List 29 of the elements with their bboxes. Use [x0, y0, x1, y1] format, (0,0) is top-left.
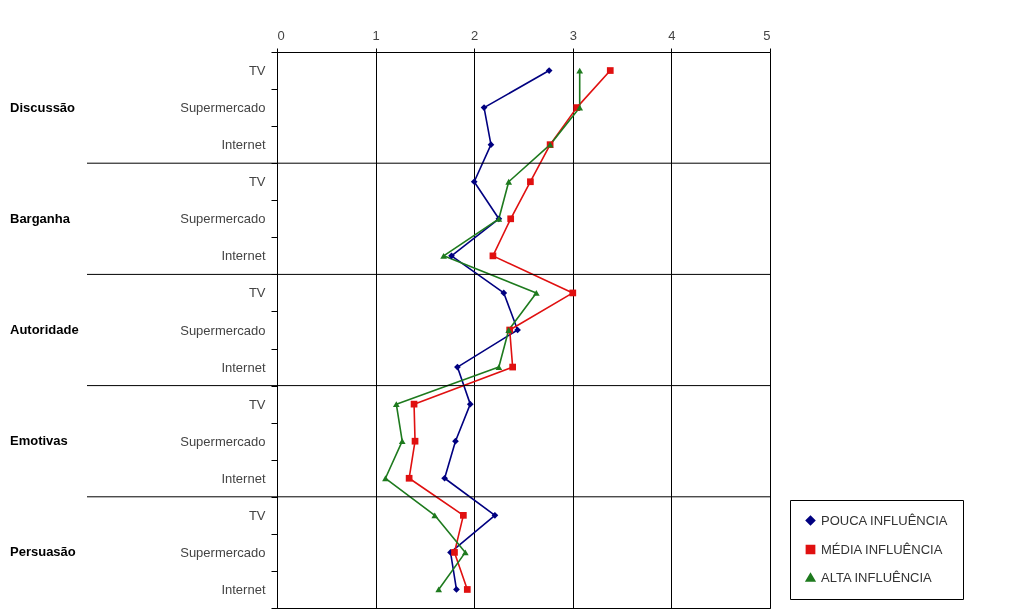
x-tick-label: 3: [569, 27, 577, 43]
text: Emotivas: [10, 433, 68, 449]
y-tick-label: Supermercado: [180, 544, 266, 560]
legend-label: POUCA INFLUÊNCIA: [821, 512, 948, 528]
text: Barganha: [10, 210, 71, 226]
legend-label: ALTA INFLUÊNCIA: [821, 569, 933, 585]
y-tick-label: Supermercado: [180, 100, 266, 116]
y-tick-label: TV: [248, 174, 266, 190]
text: Discussão: [10, 99, 76, 115]
y-tick-label: TV: [248, 396, 266, 412]
x-tick-label: 4: [668, 27, 676, 43]
legend-label: MÉDIA INFLUÊNCIA: [821, 541, 943, 557]
x-tick-label: 1: [372, 27, 380, 43]
text: Persuasão: [10, 544, 76, 560]
x-tick-label: 0: [277, 27, 285, 43]
y-tick-label: Internet: [221, 137, 266, 153]
x-tick-label: 5: [763, 27, 771, 43]
y-tick-label: Internet: [221, 248, 266, 264]
y-tick-label: Internet: [221, 359, 266, 375]
y-tick-label: Supermercado: [180, 211, 266, 227]
text: Autoridade: [10, 322, 79, 337]
y-tick-label: TV: [248, 63, 266, 79]
y-tick-label: TV: [248, 285, 266, 301]
y-tick-label: TV: [248, 507, 266, 523]
y-tick-label: Internet: [221, 470, 266, 486]
y-tick-label: Supermercado: [180, 322, 266, 338]
y-tick-label: Supermercado: [180, 433, 266, 449]
x-tick-label: 2: [471, 27, 479, 43]
y-tick-label: Internet: [221, 581, 266, 597]
